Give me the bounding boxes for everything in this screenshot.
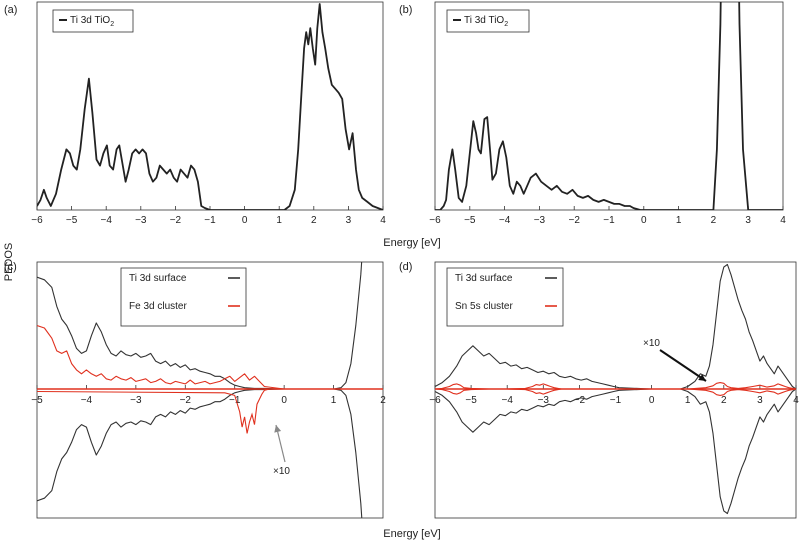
annotation-x10: ×10	[273, 466, 290, 477]
x-tick-label: 1	[685, 395, 691, 406]
legend-box	[52, 9, 134, 33]
x-tick-label: 0	[281, 395, 287, 406]
x-tick-label: 3	[745, 215, 751, 226]
legend-label: Ti 3d TiO2	[70, 15, 114, 28]
x-tick-label: 0	[649, 395, 655, 406]
x-tick-label: 2	[721, 395, 727, 406]
x-tick-label: −5	[31, 395, 43, 406]
x-tick-label: −2	[180, 395, 192, 406]
x-tick-label: −5	[66, 215, 78, 226]
x-tick-label: −3	[534, 215, 546, 226]
panel-a: (a)−6 −5 −4 −3 −2 −1 0 1 2 3 4Ti 3d TiO2	[4, 1, 386, 226]
plot-frame	[434, 261, 797, 519]
legend-label-main: Ti 3d TiO	[70, 15, 110, 26]
x-tick-label: −6	[31, 215, 43, 226]
x-tick-label: −5	[464, 215, 476, 226]
x-tick-label: −2	[170, 215, 182, 226]
series-line-fe-3d-cluster	[37, 324, 383, 390]
panel-b: (b)−6 −5 −4 −3 −2 −1 0 1 2 3 4Ti 3d TiO2	[399, 1, 786, 226]
plot-frame	[36, 261, 384, 519]
x-tick-label: −6	[429, 395, 441, 406]
legend-box	[446, 267, 564, 327]
legend-label: Ti 3d surface	[455, 273, 513, 284]
x-tick-label: −1	[204, 215, 216, 226]
x-tick-label: −1	[229, 395, 241, 406]
series-line-ti-3d-tio	[37, 3, 383, 210]
legend-box	[446, 9, 530, 33]
legend-label-sub: 2	[110, 21, 114, 28]
legend-box	[120, 267, 247, 327]
legend-label-main: Ti 3d TiO	[464, 15, 504, 26]
x-tick-label: −6	[429, 215, 441, 226]
annotation-arrow-shaft	[659, 349, 707, 382]
x-tick-label: −3	[130, 395, 142, 406]
x-axis-label-bottom: Energy [eV]	[383, 528, 440, 540]
x-tick-label: 2	[711, 215, 717, 226]
x-tick-label: −1	[603, 215, 615, 226]
x-tick-label: 4	[793, 395, 799, 406]
x-tick-label: 4	[380, 215, 386, 226]
x-tick-label: −2	[574, 395, 586, 406]
panel-label: (b)	[399, 4, 412, 16]
series-line-mirror-ti-3d-surface	[37, 388, 363, 518]
annotation-x10: ×10	[643, 338, 660, 349]
x-tick-label: −3	[135, 215, 147, 226]
x-tick-label: 4	[780, 215, 786, 226]
annotation-arrow-head	[274, 425, 282, 433]
x-tick-label: 3	[346, 215, 352, 226]
annotation-arrow-head	[698, 374, 706, 381]
x-tick-label: 2	[380, 395, 386, 406]
plot-frame	[36, 1, 384, 211]
x-tick-label: −3	[538, 395, 550, 406]
x-tick-label: −4	[499, 215, 511, 226]
x-tick-label: −4	[81, 395, 93, 406]
x-tick-label: 1	[276, 215, 282, 226]
panel-label: (c)	[4, 261, 17, 273]
x-tick-label: −4	[501, 395, 513, 406]
legend-label: Fe 3d cluster	[129, 301, 187, 312]
x-tick-label: 3	[757, 395, 763, 406]
series-line-fe-3d-lower	[37, 388, 383, 434]
panel-label: (a)	[4, 4, 17, 16]
legend-label: Ti 3d TiO2	[464, 15, 508, 28]
x-tick-label: 2	[311, 215, 317, 226]
legend-label: Sn 5s cluster	[455, 301, 513, 312]
series-line-mirror-ti-3d-surface	[435, 388, 796, 515]
x-tick-label: 1	[676, 215, 682, 226]
x-axis-label-top: Energy [eV]	[383, 237, 440, 249]
x-tick-label: −5	[465, 395, 477, 406]
x-tick-label: −1	[610, 395, 622, 406]
x-tick-label: 1	[331, 395, 337, 406]
panel-d: (d) −6 −5 −4 −3 −2 −1 0 1 2 3 4 Ti 3d surface Sn 5s c…	[399, 261, 799, 519]
legend-label-sub: 2	[504, 21, 508, 28]
x-tick-label: 0	[641, 215, 647, 226]
x-tick-label: −4	[100, 215, 112, 226]
panel-label: (d)	[399, 261, 412, 273]
legend-label: Ti 3d surface	[129, 273, 187, 284]
y-axis-label: PEDOS	[3, 243, 15, 282]
plot-frame	[434, 1, 784, 211]
series-line-ti-3d-tio	[435, 2, 783, 210]
x-tick-label: 0	[242, 215, 248, 226]
x-tick-label: −2	[568, 215, 580, 226]
series-line-ti-3d-surface	[435, 263, 796, 390]
panel-c: (c) −5 −4 −3 −2 −1 0 1 2 Ti 3d surface Fe 3d clust…	[4, 261, 386, 519]
